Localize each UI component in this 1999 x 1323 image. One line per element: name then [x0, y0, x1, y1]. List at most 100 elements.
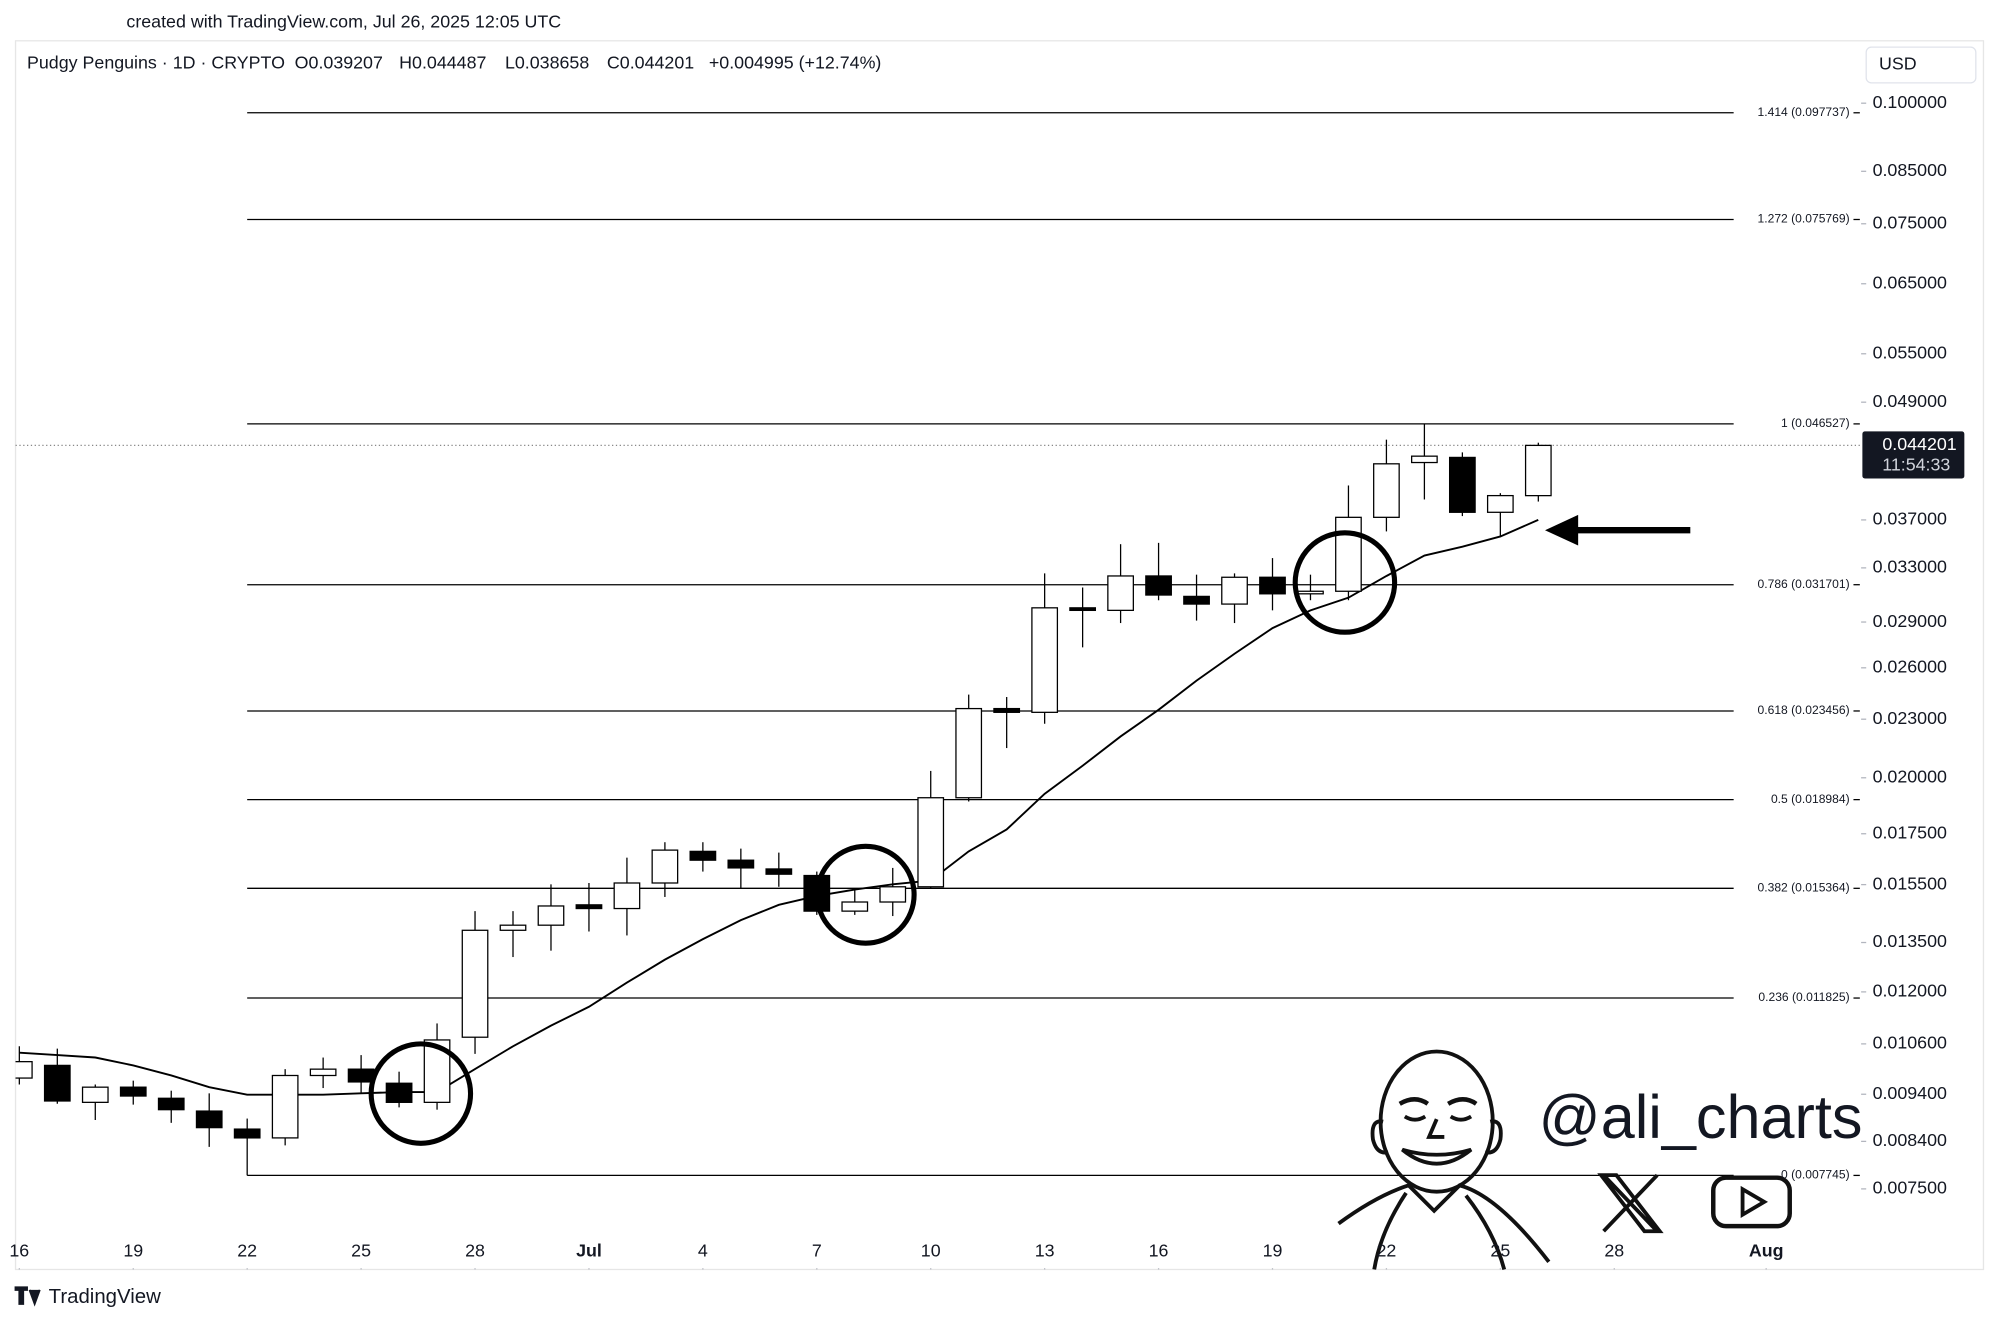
y-tick-label: 0.023000 [1873, 708, 1947, 728]
currency-button[interactable] [1865, 46, 1977, 84]
y-tick-label: 0.055000 [1873, 342, 1947, 362]
caricature [1337, 1049, 1551, 1270]
candle-body [879, 886, 907, 903]
candle-body [917, 797, 945, 888]
candle-body [1297, 590, 1324, 595]
plot-area [15, 112, 1862, 1177]
youtube-icon [1711, 1175, 1792, 1229]
candle-body [1259, 576, 1286, 595]
candle-body [1221, 576, 1248, 605]
y-tick-label: 0.100000 [1873, 92, 1947, 112]
fib-label: 1.272 (0.075769) [1758, 212, 1850, 226]
candle-body [309, 1068, 337, 1077]
x-tick-label: 10 [921, 1240, 941, 1260]
y-tick-label: 0.017500 [1873, 822, 1947, 842]
youtube-play [1740, 1185, 1769, 1219]
ohlc-legend: O0.039207 [295, 52, 383, 72]
ohlc-legend: L0.038658 [505, 52, 589, 72]
price-box [1862, 431, 1965, 479]
candle-body [613, 882, 641, 910]
y-tick-label: 0.012000 [1873, 981, 1947, 1001]
watermark: @ali_charts [1539, 1083, 1863, 1151]
y-tick-label: 0.065000 [1873, 272, 1947, 292]
x-tick-label: 19 [123, 1240, 143, 1260]
candle-body [727, 859, 755, 869]
candle-body [1373, 463, 1400, 518]
x-tick-label: 7 [812, 1240, 822, 1260]
symbol-title: Pudgy Penguins · 1D · CRYPTO [27, 52, 285, 72]
candle-body [1145, 575, 1172, 596]
y-tick-label: 0.013500 [1873, 931, 1947, 951]
x-tick-label: 16 [9, 1240, 29, 1260]
highlight-circle [1292, 530, 1398, 635]
candle-body [1183, 595, 1210, 605]
candle-body [157, 1097, 185, 1111]
candle-body [1031, 607, 1059, 713]
candle-body [81, 1086, 109, 1103]
ohlc-legend: +0.004995 (+12.74%) [709, 52, 881, 72]
highlight-circle [814, 843, 917, 946]
y-tick-label: 0.037000 [1873, 509, 1947, 529]
y-tick-label: 0.020000 [1873, 766, 1947, 786]
candle-body [955, 707, 983, 799]
x-tick-label: Aug [1749, 1240, 1784, 1260]
x-tick-label: 19 [1263, 1240, 1283, 1260]
last-price: 0.044201 [1882, 434, 1956, 454]
arrow-head [1545, 514, 1579, 546]
candle-body [841, 901, 869, 912]
currency[interactable]: USD [1879, 54, 1917, 74]
x-tick-label: 13 [1035, 1240, 1055, 1260]
x-tick-label: 28 [465, 1240, 485, 1260]
candle-body [993, 707, 1021, 713]
y-tick-label: 0.009400 [1873, 1083, 1947, 1103]
y-tick-label: 0.049000 [1873, 391, 1947, 411]
candle-body [765, 868, 793, 875]
y-tick-label: 0.026000 [1873, 657, 1947, 677]
y-tick-label: 0.075000 [1873, 212, 1947, 232]
candle-body [347, 1068, 375, 1083]
candle-body [651, 849, 679, 884]
candle-body [43, 1064, 71, 1102]
highlight-circle [368, 1041, 474, 1146]
candle-body [1524, 444, 1552, 497]
fib-label: 0.382 (0.015364) [1758, 881, 1850, 895]
candle-body [575, 904, 603, 910]
candle-body [1335, 516, 1362, 592]
candle-body [1107, 575, 1134, 611]
candle-body [1486, 494, 1514, 513]
fib-label: 0.618 (0.023456) [1758, 703, 1850, 717]
candle-body [499, 924, 527, 931]
y-tick-label: 0.033000 [1873, 557, 1947, 577]
candle-body [689, 850, 717, 861]
overlay: @ali_charts [368, 514, 1863, 1270]
x-tick-label: 25 [1490, 1240, 1510, 1260]
ohlc-legend: H0.044487 [399, 52, 486, 72]
candle-body [195, 1110, 223, 1129]
x-tick-label: 22 [237, 1240, 257, 1260]
fib-label: 0.786 (0.031701) [1758, 577, 1850, 591]
candle-body [1448, 456, 1476, 513]
fib-label: 1.414 (0.097737) [1758, 105, 1850, 119]
candle-body [1069, 607, 1097, 612]
y-tick-label: 0.010600 [1873, 1033, 1947, 1053]
x-tick-label: 25 [351, 1240, 371, 1260]
tv-logo [14, 1286, 41, 1307]
candle-body [423, 1039, 451, 1103]
candle-body [15, 1061, 33, 1079]
ohlc-legend: C0.044201 [607, 52, 694, 72]
candle-body [385, 1082, 413, 1103]
fib-label: 0 (0.007745) [1781, 1168, 1850, 1182]
y-tick-label: 0.008400 [1873, 1130, 1947, 1150]
brand: TradingView [49, 1286, 161, 1308]
x-icon [1597, 1173, 1664, 1234]
x-tick-label: 16 [1149, 1240, 1169, 1260]
y-tick-label: 0.085000 [1873, 160, 1947, 180]
countdown: 11:54:33 [1882, 455, 1950, 475]
y-tick-label: 0.007500 [1873, 1178, 1947, 1198]
created-note: created with TradingView.com, Jul 26, 20… [126, 12, 561, 32]
x-tick-label: 28 [1604, 1240, 1624, 1260]
candle-body [537, 905, 565, 926]
x-tick-label: 4 [698, 1240, 708, 1260]
